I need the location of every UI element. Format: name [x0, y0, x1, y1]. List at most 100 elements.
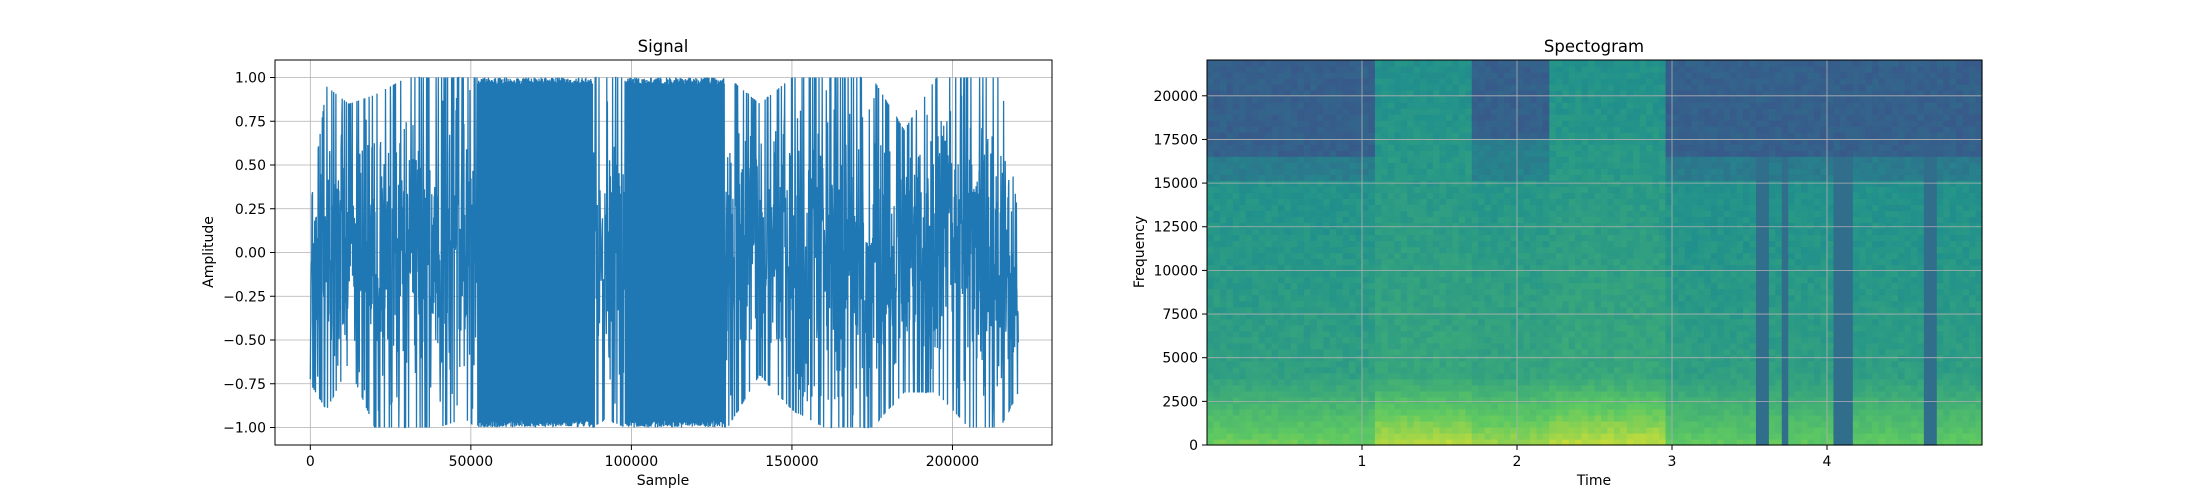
spectrogram-cell	[1439, 162, 1447, 169]
spectrogram-cell	[1594, 390, 1602, 398]
spectrogram-cell	[1549, 96, 1557, 103]
spectrogram-cell	[1420, 228, 1428, 236]
spectrogram-cell	[1368, 192, 1376, 199]
spectrogram-cell	[1232, 120, 1240, 127]
spectrogram-cell	[1458, 372, 1466, 380]
spectrogram-cell	[1278, 210, 1286, 218]
spectrogram-cell	[1394, 90, 1402, 97]
spectrogram-cell	[1433, 390, 1441, 398]
spectrogram-cell	[1510, 84, 1518, 91]
spectrogram-cell	[1613, 330, 1621, 338]
spectrogram-cell	[1342, 378, 1350, 386]
spectrogram-cell	[1239, 258, 1247, 266]
spectrogram-cell	[1458, 84, 1466, 91]
spectrogram-cell	[1413, 396, 1421, 404]
spectrogram-cell	[1355, 66, 1363, 73]
signal-x-tick-label: 50000	[449, 454, 494, 470]
spectrogram-cell	[1646, 330, 1654, 338]
spectrogram-cell	[1271, 126, 1279, 133]
spectrogram-cell	[1639, 264, 1647, 272]
spectrogram-cell	[1478, 258, 1486, 266]
spectrogram-cell	[1226, 414, 1234, 422]
spectrogram-cell	[1316, 384, 1324, 392]
spectrogram-cell	[1271, 114, 1279, 121]
spectrogram-cell	[1691, 234, 1699, 242]
spectrogram-cell	[1426, 324, 1434, 332]
spectrogram-cell	[1407, 204, 1415, 211]
spectrogram-cell	[1439, 300, 1447, 308]
spectrogram-cell	[1387, 246, 1395, 254]
spectrogram-cell	[1626, 294, 1634, 302]
spectrogram-cell	[1278, 234, 1286, 242]
spectrogram-cell	[1374, 276, 1382, 284]
spectrogram-cell	[1672, 66, 1680, 73]
spectrogram-cell	[1284, 162, 1292, 169]
spectrogram-cell	[1374, 162, 1382, 169]
spectrogram-cell	[1562, 300, 1570, 308]
spectrogram-cell	[1697, 162, 1705, 169]
spectrogram-cell	[1478, 192, 1486, 199]
spectrogram-cell	[1426, 396, 1434, 404]
spectrogram-cell	[1665, 186, 1673, 193]
spectrogram-cell	[1245, 180, 1253, 187]
spectrogram-cell	[1517, 114, 1525, 121]
spectrogram-cell	[1517, 126, 1525, 133]
spectrogram-cell	[1258, 78, 1266, 85]
spectrogram-cell	[1568, 276, 1576, 284]
spectrogram-cell	[1458, 66, 1466, 73]
spectrogram-cell	[1575, 216, 1583, 224]
spectrogram-cell	[1652, 324, 1660, 332]
spectrogram-cell	[1420, 294, 1428, 302]
spectrogram-cell	[1588, 174, 1596, 181]
spectrogram-cell	[1600, 306, 1609, 314]
spectrogram-cell	[1626, 78, 1634, 85]
spectrogram-cell	[1232, 288, 1240, 296]
spectrogram-cell	[1672, 390, 1680, 398]
spectrogram-cell	[1265, 102, 1273, 109]
spectrogram-cell	[1374, 114, 1382, 121]
spectrogram-cell	[1303, 378, 1311, 386]
spectrogram-cell	[1284, 360, 1292, 368]
spectrogram-cell	[1310, 420, 1318, 428]
spectrogram-cell	[1407, 72, 1415, 79]
spectrogram-cell	[1310, 438, 1318, 446]
spectrogram-cell	[1278, 270, 1286, 278]
spectrogram-cell	[1652, 336, 1660, 344]
spectrogram-cell	[1368, 126, 1376, 133]
spectrogram-cell	[1207, 318, 1215, 326]
spectrogram-cell	[1387, 198, 1395, 205]
spectrogram-cell	[1652, 384, 1660, 392]
spectrogram-cell	[1239, 222, 1247, 230]
spectrogram-cell	[1426, 150, 1434, 157]
spectrogram-cell	[1523, 216, 1531, 224]
spectrogram-cell	[1562, 360, 1570, 368]
spectrogram-cell	[1219, 216, 1227, 224]
spectrogram-cell	[1678, 438, 1686, 446]
spectrogram-cell	[1258, 348, 1266, 356]
spectrogram-cell	[1239, 120, 1247, 127]
spectrogram-cell	[1594, 186, 1602, 193]
spectrogram-cell	[1252, 282, 1260, 290]
spectrogram-cell	[1478, 198, 1486, 205]
spectrogram-cell	[1362, 78, 1370, 85]
spectrogram-cell	[1626, 390, 1634, 398]
spectrogram-cell	[1536, 300, 1544, 308]
spectrogram-cell	[1219, 162, 1227, 169]
spectrogram-cell	[1374, 144, 1382, 151]
spectrogram-cell	[1458, 264, 1466, 272]
spectrogram-cell	[1303, 198, 1311, 205]
spectrogram-cell	[1284, 282, 1292, 290]
spectrogram-cell	[1374, 342, 1382, 350]
spectrogram-cell	[1439, 60, 1447, 67]
spectrogram-cell	[1245, 402, 1253, 410]
spectrogram-cell	[1652, 288, 1660, 296]
spectrogram-cell	[1303, 252, 1311, 260]
spectrogram-cell	[1420, 426, 1428, 434]
spectrogram-cell	[1400, 162, 1408, 169]
spectrogram-cell	[1400, 258, 1408, 266]
signal-x-tick-label: 0	[306, 454, 315, 470]
spectrogram-cell	[1207, 300, 1215, 308]
spectrogram-cell	[1697, 156, 1705, 163]
spectrogram-cell	[1626, 108, 1634, 115]
spectrogram-cell	[1329, 372, 1337, 380]
